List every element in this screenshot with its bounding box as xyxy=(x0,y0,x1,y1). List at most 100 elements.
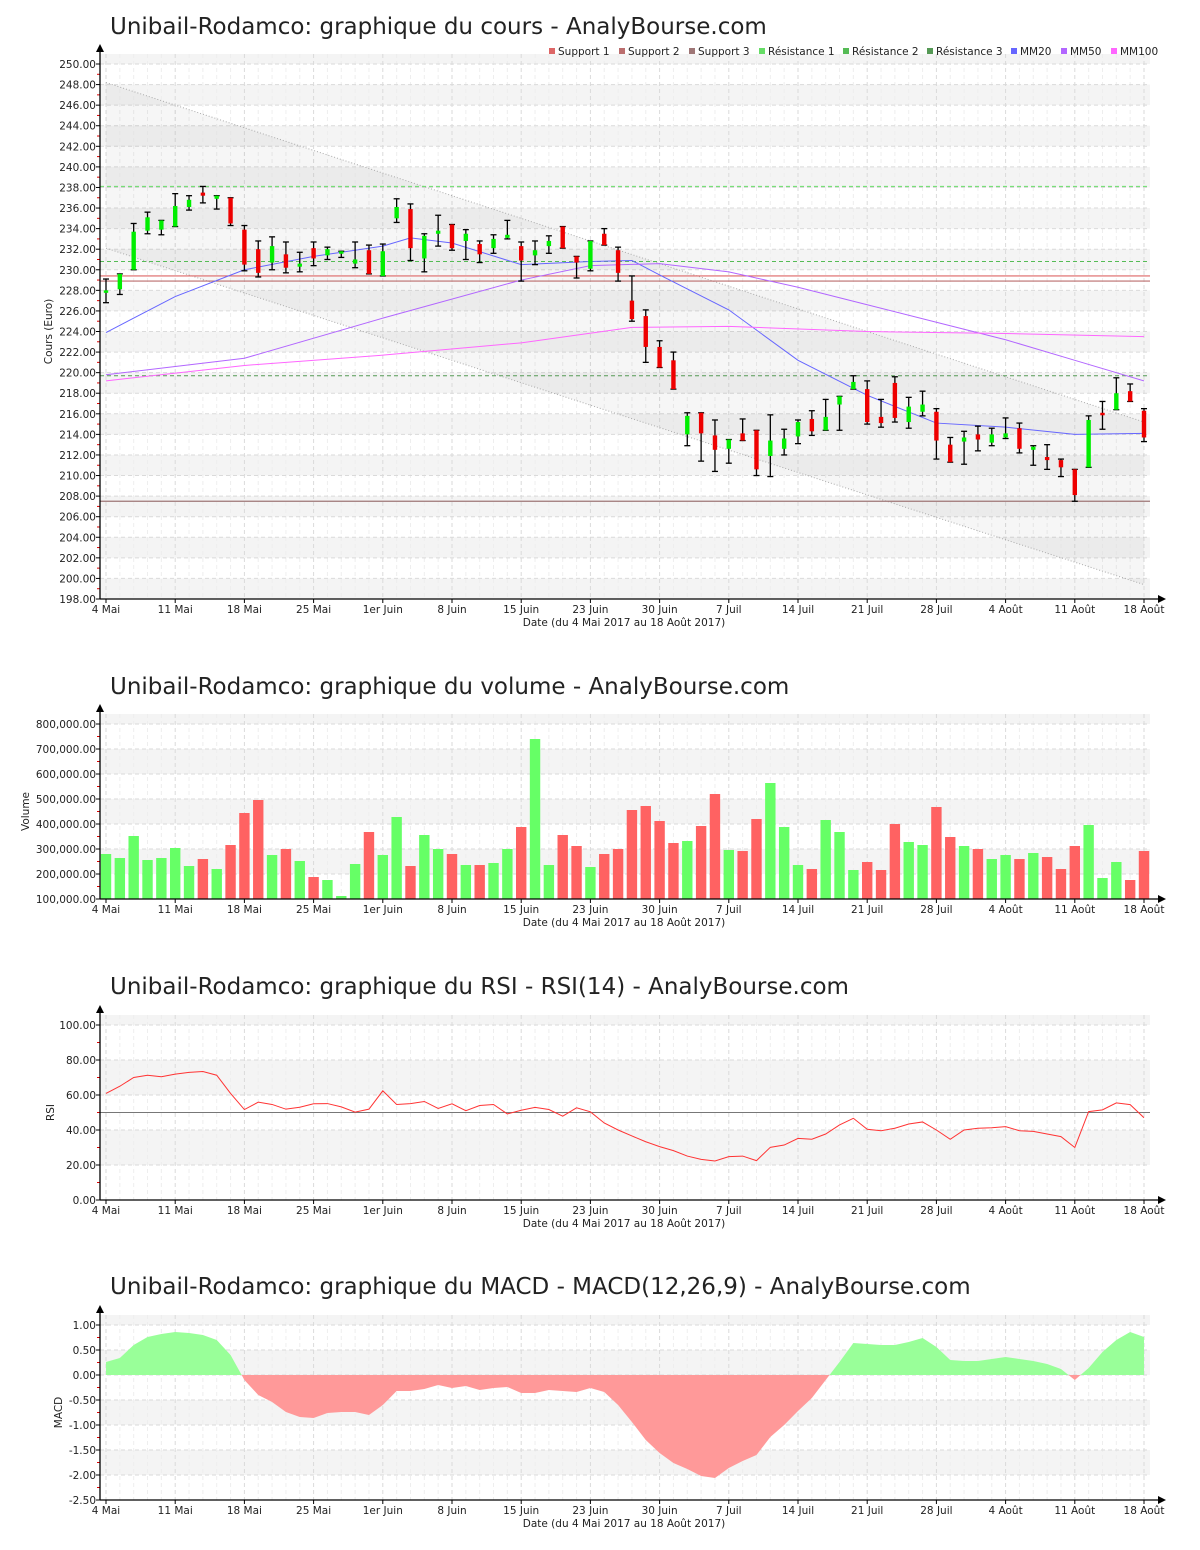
candlestick xyxy=(628,275,635,322)
candle-body xyxy=(283,254,289,268)
y-tick-label: -2.00 xyxy=(69,1470,96,1482)
moving-average-mm20 xyxy=(105,237,1145,435)
trend-channel-lower-line xyxy=(105,247,1145,586)
y-tick-label: 80.00 xyxy=(66,1055,96,1067)
candlestick xyxy=(255,240,262,278)
volume-bar xyxy=(1014,859,1025,899)
candlestick xyxy=(130,222,137,271)
candle-body xyxy=(200,192,206,196)
candlestick xyxy=(421,233,428,273)
candle-body xyxy=(851,381,856,390)
volume-bar xyxy=(585,867,596,899)
volume-bar xyxy=(114,858,126,899)
y-tick-label: 202.00 xyxy=(59,553,96,565)
legend-swatch xyxy=(619,48,625,54)
candlestick xyxy=(186,195,193,211)
x-tick-label: 14 Juil xyxy=(782,1205,814,1217)
y-tick-label: 1.00 xyxy=(73,1320,96,1332)
y-axis-arrow-icon xyxy=(96,704,104,712)
legend-label: Résistance 1 xyxy=(768,46,835,58)
candlestick xyxy=(1099,400,1106,430)
candle-body xyxy=(934,411,939,441)
x-tick-label: 11 Mai xyxy=(158,1505,193,1517)
candlestick xyxy=(462,228,469,261)
y-tick-label: 208.00 xyxy=(59,491,96,503)
candlestick xyxy=(615,246,622,282)
candle-body xyxy=(948,444,953,463)
legend-swatch xyxy=(549,48,555,54)
x-tick-label: 25 Mai xyxy=(296,1205,331,1217)
candlestick xyxy=(1030,445,1037,466)
plot-band xyxy=(100,1015,1150,1025)
y-axis-arrow-icon xyxy=(96,1005,104,1013)
candlestick xyxy=(739,418,746,442)
y-tick-label: 212.00 xyxy=(59,450,96,462)
candlestick xyxy=(670,351,677,390)
candle-body xyxy=(588,240,593,269)
x-tick-label: 4 Mai xyxy=(92,904,120,916)
volume-bar xyxy=(751,819,762,899)
legend-label: Support 1 xyxy=(558,46,610,58)
rsi-line xyxy=(105,1071,1145,1162)
candlestick xyxy=(656,340,663,369)
x-tick-label: 21 Juil xyxy=(851,1205,883,1217)
y-axis-label: MACD xyxy=(53,1397,65,1428)
x-tick-label: 14 Juil xyxy=(782,1505,814,1517)
volume-bar xyxy=(391,817,402,899)
plot-band xyxy=(100,1060,1150,1095)
legend-swatch xyxy=(1111,48,1117,54)
candle-body xyxy=(560,226,565,249)
chart-title: Unibail-Rodamco: graphique du cours - An… xyxy=(110,14,767,40)
candle-body xyxy=(463,233,469,241)
y-tick-label: -1.50 xyxy=(69,1445,96,1457)
candle-body xyxy=(228,197,233,224)
y-tick-label: 206.00 xyxy=(59,512,96,524)
x-tick-label: 4 Août xyxy=(988,1205,1022,1217)
candle-body xyxy=(698,412,704,434)
candle-body xyxy=(214,195,219,199)
volume-bar xyxy=(294,861,305,899)
volume-bar xyxy=(446,854,458,899)
candle-body xyxy=(394,207,399,219)
y-tick-label: 198.00 xyxy=(59,594,96,606)
plot-band xyxy=(100,714,1150,724)
candlestick xyxy=(199,185,206,204)
x-tick-label: 7 Juil xyxy=(716,604,742,616)
x-tick-label: 30 Juin xyxy=(642,1205,678,1217)
plot-band xyxy=(100,749,1150,774)
volume-bar xyxy=(156,858,167,899)
volume-bar xyxy=(377,855,388,899)
volume-bar xyxy=(1111,862,1122,899)
candlestick xyxy=(449,223,455,251)
y-tick-label: 200,000.00 xyxy=(36,869,96,881)
plot-band xyxy=(100,166,1150,188)
candle-body xyxy=(408,209,413,249)
candlestick xyxy=(573,255,580,279)
candle-body xyxy=(311,248,316,259)
candle-body xyxy=(519,246,524,261)
candle-body xyxy=(505,234,510,238)
chart-panel-bar: Unibail-Rodamco: graphique du volume - A… xyxy=(20,674,1166,929)
volume-bar xyxy=(460,865,472,899)
x-tick-label: 8 Juin xyxy=(437,604,466,616)
x-axis-arrow-icon xyxy=(1158,595,1166,603)
volume-bar xyxy=(806,869,818,899)
x-tick-label: 25 Mai xyxy=(296,904,331,916)
candle-body xyxy=(352,259,358,264)
candlestick xyxy=(753,429,760,477)
plot-band xyxy=(100,578,1150,599)
y-axis-label: RSI xyxy=(45,1104,57,1121)
y-tick-label: 244.00 xyxy=(59,121,96,133)
x-tick-label: 30 Juin xyxy=(642,904,678,916)
x-axis-label: Date (du 4 Mai 2017 au 18 Août 2017) xyxy=(523,1518,726,1530)
candlestick xyxy=(518,241,525,282)
candlestick xyxy=(227,197,234,227)
candle-body xyxy=(1086,419,1091,468)
x-tick-label: 23 Juin xyxy=(572,604,608,616)
x-tick-label: 7 Juil xyxy=(716,1505,742,1517)
candle-body xyxy=(477,244,482,255)
volume-bar xyxy=(266,855,278,899)
candle-body xyxy=(865,389,870,423)
volume-bar xyxy=(308,877,319,899)
plot-band xyxy=(100,1130,1150,1165)
